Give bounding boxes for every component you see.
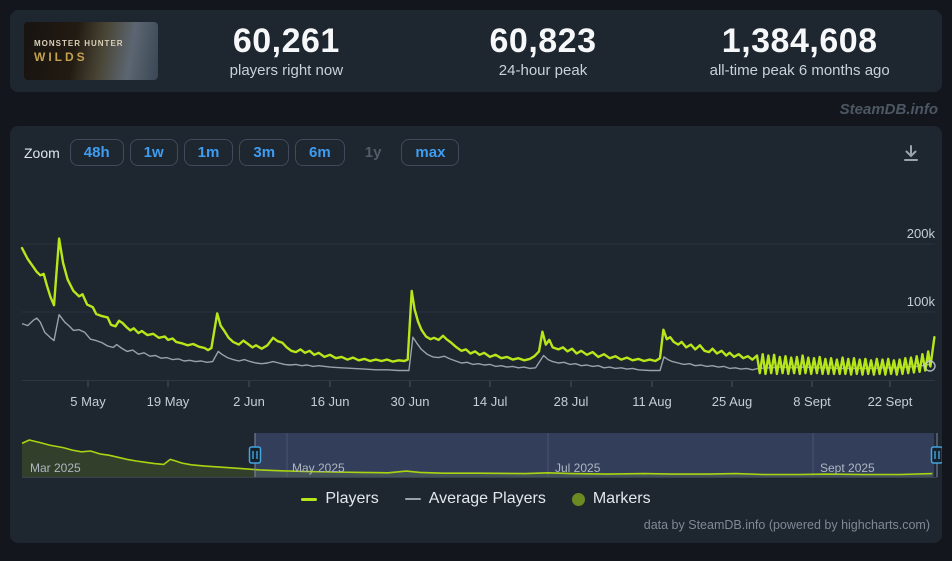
peak-24h-label: 24-hour peak bbox=[498, 62, 588, 80]
zoom-6m-button[interactable]: 6m bbox=[295, 139, 345, 166]
stat-24h-peak: 60,823 24-hour peak bbox=[415, 21, 672, 80]
navigator-area-fill bbox=[22, 440, 933, 477]
svg-text:8 Sept: 8 Sept bbox=[793, 394, 831, 409]
latest-point-marker bbox=[924, 360, 936, 372]
legend-average-label: Average Players bbox=[428, 490, 546, 507]
navigator: Mar 2025 May 2025 Jul 2025 Sept 2025 bbox=[21, 433, 943, 478]
players-line bbox=[20, 237, 936, 376]
average-players-line bbox=[21, 313, 930, 372]
svg-text:5 May: 5 May bbox=[70, 394, 106, 409]
current-players-label: players right now bbox=[229, 62, 344, 80]
game-title-line2: WILDS bbox=[34, 49, 88, 64]
chart-panel: Zoom 48h 1w 1m 3m 6m 1y max 200k 100k bbox=[10, 126, 942, 543]
legend-item-players[interactable]: Players bbox=[301, 490, 379, 508]
steamdb-watermark: SteamDB.info bbox=[839, 100, 938, 118]
watermark-row: SteamDB.info bbox=[0, 92, 952, 126]
navigator-series-line bbox=[21, 439, 933, 476]
download-chart-icon[interactable] bbox=[900, 142, 922, 164]
navigator-left-handle[interactable] bbox=[248, 433, 262, 477]
markers-circle-swatch-icon bbox=[571, 492, 585, 506]
legend-item-average-players[interactable]: Average Players bbox=[404, 490, 546, 508]
zoom-label: Zoom bbox=[24, 144, 60, 161]
zoom-toolbar: Zoom 48h 1w 1m 3m 6m 1y max bbox=[24, 139, 460, 166]
svg-text:25 Aug: 25 Aug bbox=[712, 394, 753, 409]
alltime-peak-label: all-time peak 6 months ago bbox=[709, 62, 890, 80]
zoom-1w-button[interactable]: 1w bbox=[129, 139, 178, 166]
svg-text:16 Jun: 16 Jun bbox=[310, 394, 349, 409]
players-line-swatch-icon bbox=[301, 497, 318, 501]
chart-legend: Players Average Players Markers bbox=[10, 490, 942, 508]
zoom-1y-button-disabled: 1y bbox=[351, 139, 396, 166]
stat-alltime-peak: 1,384,608 all-time peak 6 months ago bbox=[671, 21, 928, 80]
app-header-panel: MONSTER HUNTER WILDS 60,261 players righ… bbox=[10, 10, 942, 92]
zoom-3m-button[interactable]: 3m bbox=[239, 139, 290, 166]
svg-text:28 Jul: 28 Jul bbox=[554, 394, 589, 409]
nav-label-sept: Sept 2025 bbox=[820, 461, 875, 475]
nav-label-jul: Jul 2025 bbox=[555, 461, 601, 475]
current-players-value: 60,261 bbox=[232, 21, 340, 60]
zoom-max-button[interactable]: max bbox=[401, 139, 460, 166]
average-line-swatch-icon bbox=[404, 498, 421, 500]
game-title-line1: MONSTER HUNTER bbox=[34, 38, 124, 48]
navigator-selected-range[interactable] bbox=[254, 433, 935, 477]
svg-text:14 Jul: 14 Jul bbox=[473, 394, 508, 409]
svg-text:2 Jun: 2 Jun bbox=[233, 394, 265, 409]
zoom-1m-button[interactable]: 1m bbox=[183, 139, 234, 166]
players-chart: 200k 100k 5 May 19 May 2 Jun 16 Jun 30 J… bbox=[20, 226, 943, 478]
legend-players-label: Players bbox=[325, 490, 379, 507]
svg-text:22 Sept: 22 Sept bbox=[868, 394, 913, 409]
stats-row: 60,261 players right now 60,823 24-hour … bbox=[158, 21, 928, 80]
navigator-gridlines bbox=[286, 433, 814, 477]
x-ticks bbox=[87, 381, 891, 387]
stat-current-players: 60,261 players right now bbox=[158, 21, 415, 80]
y-tick-100k: 100k bbox=[907, 294, 936, 309]
zoom-48h-button[interactable]: 48h bbox=[69, 139, 124, 166]
chart-credits[interactable]: data by SteamDB.info (powered by highcha… bbox=[643, 518, 930, 532]
legend-markers-label: Markers bbox=[592, 490, 651, 507]
nav-label-mar: Mar 2025 bbox=[30, 461, 81, 475]
legend-item-markers[interactable]: Markers bbox=[571, 490, 651, 508]
game-capsule-image[interactable]: MONSTER HUNTER WILDS bbox=[24, 22, 158, 80]
svg-text:30 Jun: 30 Jun bbox=[390, 394, 429, 409]
navigator-right-handle[interactable] bbox=[930, 433, 943, 477]
svg-text:19 May: 19 May bbox=[147, 394, 190, 409]
y-tick-200k: 200k bbox=[907, 226, 936, 241]
peak-24h-value: 60,823 bbox=[489, 21, 597, 60]
y-gridlines bbox=[22, 243, 935, 381]
x-tick-labels: 5 May 19 May 2 Jun 16 Jun 30 Jun 14 Jul … bbox=[70, 394, 912, 409]
alltime-peak-value: 1,384,608 bbox=[721, 21, 878, 60]
svg-text:11 Aug: 11 Aug bbox=[632, 394, 672, 409]
nav-label-may: May 2025 bbox=[292, 461, 345, 475]
